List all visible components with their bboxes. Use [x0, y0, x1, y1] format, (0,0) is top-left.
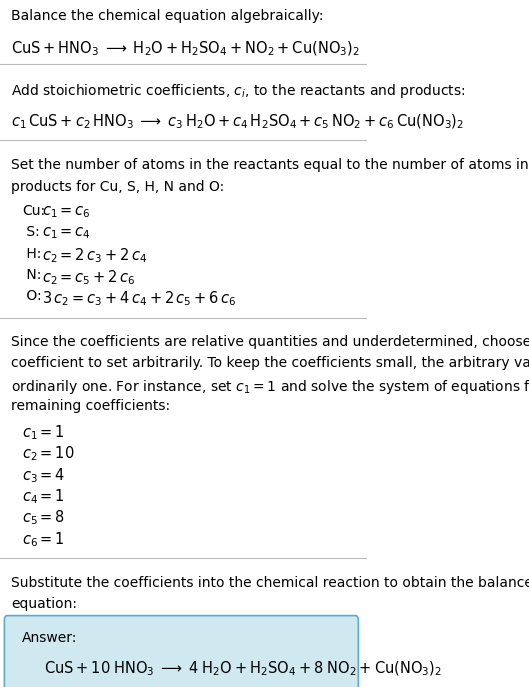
Text: Substitute the coefficients into the chemical reaction to obtain the balanced: Substitute the coefficients into the che…	[11, 576, 529, 589]
Text: Since the coefficients are relative quantities and underdetermined, choose a: Since the coefficients are relative quan…	[11, 335, 529, 349]
Text: equation:: equation:	[11, 597, 77, 611]
Text: $3\,c_2 = c_3 + 4\,c_4 + 2\,c_5 + 6\,c_6$: $3\,c_2 = c_3 + 4\,c_4 + 2\,c_5 + 6\,c_6…	[42, 289, 236, 308]
Text: $\mathrm{CuS + 10\;HNO_3 \;\longrightarrow\; 4\;H_2O + H_2SO_4 + 8\;NO_2 + Cu(NO: $\mathrm{CuS + 10\;HNO_3 \;\longrightarr…	[44, 660, 442, 678]
Text: $c_6 = 1$: $c_6 = 1$	[22, 530, 65, 549]
Text: remaining coefficients:: remaining coefficients:	[11, 399, 170, 413]
Text: $c_1 = c_4$: $c_1 = c_4$	[42, 225, 91, 241]
Text: $c_4 = 1$: $c_4 = 1$	[22, 487, 65, 506]
Text: $c_2 = 2\,c_3 + 2\,c_4$: $c_2 = 2\,c_3 + 2\,c_4$	[42, 247, 148, 265]
Text: $c_2 = c_5 + 2\,c_6$: $c_2 = c_5 + 2\,c_6$	[42, 268, 135, 286]
Text: coefficient to set arbitrarily. To keep the coefficients small, the arbitrary va: coefficient to set arbitrarily. To keep …	[11, 357, 529, 370]
FancyBboxPatch shape	[4, 616, 358, 687]
Text: $c_2 = 10$: $c_2 = 10$	[22, 444, 75, 463]
Text: Set the number of atoms in the reactants equal to the number of atoms in the: Set the number of atoms in the reactants…	[11, 157, 529, 172]
Text: S:: S:	[22, 225, 40, 239]
Text: Balance the chemical equation algebraically:: Balance the chemical equation algebraica…	[11, 9, 324, 23]
Text: Cu:: Cu:	[22, 204, 45, 218]
Text: Add stoichiometric coefficients, $c_i$, to the reactants and products:: Add stoichiometric coefficients, $c_i$, …	[11, 82, 466, 100]
Text: $c_1\,\mathrm{CuS} + c_2\,\mathrm{HNO_3} \;\longrightarrow\; c_3\,\mathrm{H_2O} : $c_1\,\mathrm{CuS} + c_2\,\mathrm{HNO_3}…	[11, 113, 464, 131]
Text: N:: N:	[22, 268, 41, 282]
Text: $c_3 = 4$: $c_3 = 4$	[22, 466, 66, 485]
Text: products for Cu, S, H, N and O:: products for Cu, S, H, N and O:	[11, 179, 224, 194]
Text: $c_1 = c_6$: $c_1 = c_6$	[42, 204, 91, 220]
Text: O:: O:	[22, 289, 42, 304]
Text: $\mathrm{CuS + HNO_3 \;\longrightarrow\; H_2O + H_2SO_4 + NO_2 + Cu(NO_3)_2}$: $\mathrm{CuS + HNO_3 \;\longrightarrow\;…	[11, 39, 360, 58]
Text: $c_1 = 1$: $c_1 = 1$	[22, 423, 65, 442]
Text: Answer:: Answer:	[22, 631, 77, 644]
Text: ordinarily one. For instance, set $c_1 = 1$ and solve the system of equations fo: ordinarily one. For instance, set $c_1 =…	[11, 378, 529, 396]
Text: H:: H:	[22, 247, 41, 260]
Text: $c_5 = 8$: $c_5 = 8$	[22, 509, 65, 528]
